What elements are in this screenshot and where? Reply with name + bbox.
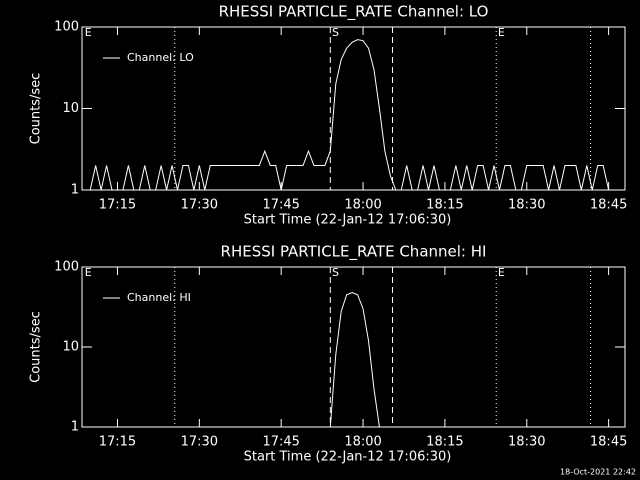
marker-label: S — [332, 266, 339, 279]
x-axis-label: Start Time (22-Jan-12 17:06:30) — [244, 213, 452, 228]
x-tick-label: 17:30 — [181, 435, 218, 450]
x-tick-label: 18:45 — [590, 198, 627, 213]
x-tick-label: 18:15 — [426, 435, 463, 450]
x-tick-label: 18:00 — [344, 435, 381, 450]
x-tick-label: 18:30 — [508, 435, 545, 450]
y-axis-label: Counts/sec — [29, 311, 44, 383]
y-tick-label: 100 — [54, 260, 79, 275]
y-tick-label: 1 — [71, 183, 79, 198]
marker-label: S — [332, 26, 339, 39]
x-tick-label: 18:15 — [426, 198, 463, 213]
y-tick-label: 1 — [71, 420, 79, 435]
data-line — [329, 291, 380, 428]
x-tick-label: 17:30 — [181, 198, 218, 213]
marker-label: E — [85, 26, 92, 39]
x-tick-label: 18:45 — [590, 435, 627, 450]
y-tick-label: 100 — [54, 20, 79, 35]
legend-label: Channel: LO — [127, 51, 194, 64]
chart-title: RHESSI PARTICLE_RATE Channel: LO — [219, 3, 489, 22]
legend-label: Channel: HI — [127, 291, 191, 304]
x-tick-label: 17:15 — [99, 198, 136, 213]
timestamp: 18-Oct-2021 22:42 — [560, 468, 636, 477]
x-axis-label: Start Time (22-Jan-12 17:06:30) — [244, 450, 452, 465]
data-line — [89, 39, 615, 191]
x-tick-label: 18:00 — [344, 198, 381, 213]
y-axis-label: Counts/sec — [29, 73, 44, 145]
marker-label: E — [498, 266, 505, 279]
marker-label: E — [498, 26, 505, 39]
x-tick-label: 17:45 — [262, 435, 299, 450]
x-tick-label: 18:30 — [508, 198, 545, 213]
chart-title: RHESSI PARTICLE_RATE Channel: HI — [221, 243, 487, 262]
y-tick-label: 10 — [62, 101, 79, 116]
x-tick-label: 17:45 — [262, 198, 299, 213]
marker-label: E — [85, 266, 92, 279]
x-tick-label: 17:15 — [99, 435, 136, 450]
y-tick-label: 10 — [62, 340, 79, 355]
